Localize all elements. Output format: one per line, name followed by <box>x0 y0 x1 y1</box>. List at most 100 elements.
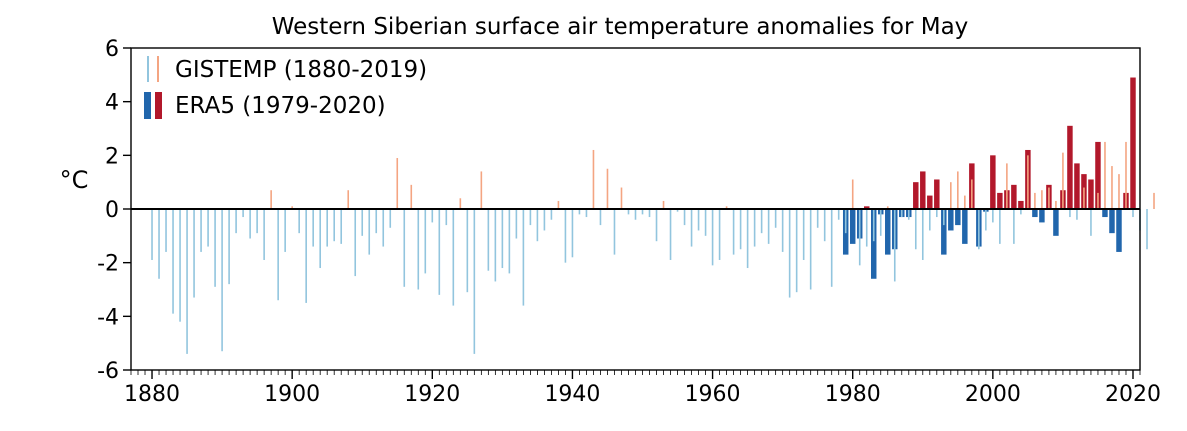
gistemp-bar-1915 <box>396 158 399 209</box>
gistemp-bar-1959 <box>704 209 707 236</box>
gistemp-bar-1953 <box>662 200 665 209</box>
x-tick-label-1900: 1900 <box>264 382 320 407</box>
gistemp-bar-1990 <box>921 209 924 260</box>
era5-bar-1989 <box>913 182 919 209</box>
gistemp-bar-1901 <box>298 209 300 234</box>
y-tick-label--2: -2 <box>97 252 119 277</box>
gistemp-bar-1922 <box>445 209 448 226</box>
gistemp-bar-1898 <box>277 209 279 301</box>
gistemp-bar-1890 <box>221 209 223 352</box>
era5-bar-2020 <box>1130 77 1136 210</box>
gistemp-bar-1932 <box>515 209 518 239</box>
gistemp-bar-1935 <box>536 209 539 242</box>
gistemp-bar-1965 <box>746 209 749 269</box>
y-tick-label--4: -4 <box>97 305 119 330</box>
gistemp-bar-2005 <box>1027 155 1029 209</box>
gistemp-bar-2007 <box>1041 190 1043 209</box>
gistemp-bar-1893 <box>242 209 244 218</box>
gistemp-bar-1939 <box>564 209 567 263</box>
gistemp-bar-1977 <box>830 209 833 287</box>
legend-label-era5: ERA5 (1979-2020) <box>175 93 386 119</box>
era5-bar-2004 <box>1018 200 1024 209</box>
y-tick-label-6: 6 <box>105 37 119 62</box>
gistemp-bar-1948 <box>627 209 630 215</box>
legend-swatch-era5 <box>144 92 162 119</box>
gistemp-bar-1981 <box>858 209 861 266</box>
gistemp-bar-1975 <box>816 209 819 228</box>
era5-bar-1992 <box>934 179 940 209</box>
gistemp-bar-1960 <box>711 209 714 266</box>
era5-bar-1995 <box>955 209 961 226</box>
gistemp-bar-1880 <box>151 209 153 260</box>
x-tick-label-1880: 1880 <box>124 382 180 407</box>
gistemp-bar-1919 <box>424 209 427 274</box>
legend-swatch-era5-neg <box>144 92 151 119</box>
gistemp-bar-1988 <box>907 209 910 220</box>
gistemp-bar-2011 <box>1069 209 1071 218</box>
x-tick-label-1940: 1940 <box>544 382 600 407</box>
gistemp-bar-1949 <box>634 209 637 220</box>
era5-bar-1982 <box>864 206 870 209</box>
chart-title: Western Siberian surface air temperature… <box>272 14 969 40</box>
gistemp-bar-1892 <box>235 209 237 234</box>
gistemp-bar-1957 <box>690 209 693 247</box>
gistemp-bar-1912 <box>375 209 378 234</box>
gistemp-bar-1950 <box>641 209 644 215</box>
gistemp-bar-1969 <box>774 209 777 228</box>
gistemp-bar-1985 <box>886 206 889 209</box>
gistemp-bar-1967 <box>760 209 763 234</box>
gistemp-bar-1904 <box>319 209 321 269</box>
gistemp-bar-1916 <box>403 209 406 287</box>
legend-swatch-gistemp-pos <box>157 56 159 82</box>
x-tick-label-2020: 2020 <box>1105 382 1161 407</box>
gistemp-bar-2022 <box>1146 209 1148 250</box>
gistemp-bar-1896 <box>263 209 265 260</box>
gistemp-bar-1940 <box>571 209 574 258</box>
gistemp-bar-1934 <box>529 209 532 226</box>
gistemp-bar-1909 <box>354 209 357 277</box>
era5-bar-2012 <box>1074 163 1080 209</box>
gistemp-bar-1999 <box>985 209 987 231</box>
gistemp-bar-1895 <box>256 209 258 234</box>
gistemp-bar-1918 <box>417 209 420 290</box>
y-tick-label-4: 4 <box>105 91 119 116</box>
gistemp-bar-1958 <box>697 209 700 231</box>
gistemp-bar-1955 <box>676 209 679 212</box>
gistemp-bar-1980 <box>851 179 854 209</box>
bars-group <box>151 77 1155 354</box>
gistemp-bar-1944 <box>599 209 602 226</box>
gistemp-bar-1911 <box>368 209 371 255</box>
gistemp-bar-1883 <box>172 209 174 314</box>
gistemp-bar-2010 <box>1062 152 1064 209</box>
gistemp-bar-1930 <box>501 209 504 269</box>
era5-bar-2003 <box>1011 184 1017 209</box>
gistemp-bar-1894 <box>249 209 251 239</box>
gistemp-bar-1972 <box>795 209 798 293</box>
gistemp-bar-1956 <box>683 209 686 226</box>
gistemp-bar-2003 <box>1013 209 1015 244</box>
gistemp-bar-1910 <box>361 209 364 236</box>
legend-swatch-gistemp-neg <box>147 56 149 82</box>
era5-bar-2015 <box>1095 141 1101 209</box>
y-tick-label-0: 0 <box>105 198 119 223</box>
gistemp-bar-2019 <box>1125 141 1127 209</box>
gistemp-bar-1984 <box>879 209 882 236</box>
gistemp-bar-1943 <box>592 149 595 209</box>
gistemp-bar-1914 <box>389 209 392 228</box>
gistemp-bar-1938 <box>557 200 560 209</box>
gistemp-bar-1884 <box>179 209 181 322</box>
gistemp-bar-2012 <box>1076 209 1078 220</box>
legend: GISTEMP (1880-2019) ERA5 (1979-2020) <box>144 56 427 119</box>
gistemp-bar-1931 <box>508 209 511 274</box>
gistemp-bar-1973 <box>802 209 805 260</box>
x-tick-label-1960: 1960 <box>685 382 741 407</box>
legend-swatch-gistemp <box>147 56 159 82</box>
y-axis-label: °C <box>60 166 89 194</box>
gistemp-bar-1917 <box>410 184 413 209</box>
gistemp-bar-1921 <box>438 209 441 295</box>
gistemp-bar-1903 <box>312 209 314 247</box>
gistemp-bar-1881 <box>158 209 160 279</box>
gistemp-bar-1900 <box>291 206 293 209</box>
gistemp-bar-1982 <box>865 209 868 247</box>
